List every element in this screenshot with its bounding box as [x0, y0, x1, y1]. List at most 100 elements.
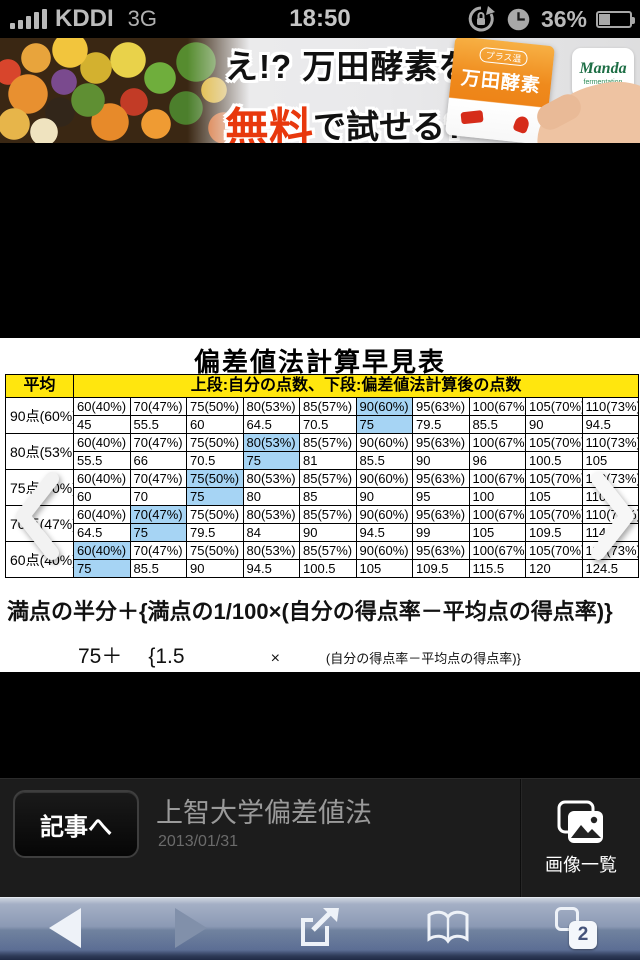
formula-coefficient: {1.5: [148, 645, 185, 668]
converted-value-cell: 100: [468, 487, 526, 506]
converted-value-cell: 85.5: [355, 451, 413, 470]
score-cell: 95(63%): [412, 433, 470, 452]
share-icon: [301, 908, 339, 946]
converted-value-cell: 45: [73, 415, 131, 434]
forward-arrow-icon: [175, 908, 207, 948]
score-cell: 105(70%): [525, 433, 583, 452]
score-cell: 100(67%): [468, 469, 526, 488]
score-cell: 80(53%): [242, 541, 300, 560]
image-list-button[interactable]: 画像一覧: [522, 779, 640, 898]
share-button[interactable]: [296, 904, 344, 952]
score-cell: 95(63%): [412, 541, 470, 560]
score-cell: 90(60%): [355, 433, 413, 452]
average-label-cell: 80点(53%: [5, 433, 74, 470]
score-cell: 90(60%): [355, 397, 413, 416]
converted-value-cell: 79.5: [186, 523, 244, 542]
score-cell: 100(67%): [468, 505, 526, 524]
score-cell: 60(40%): [73, 433, 131, 452]
score-cell: 60(40%): [73, 541, 131, 560]
converted-value-cell: 85.5: [468, 415, 526, 434]
converted-value-cell: 85: [299, 487, 357, 506]
score-table: 平均 上段:自分の点数、下段:偏差値法計算後の点数 90点(60%) 60(40%…: [5, 374, 640, 578]
page-count-badge: 2: [569, 921, 597, 949]
battery-icon: [596, 10, 635, 28]
table-description-cell: 上段:自分の点数、下段:偏差値法計算後の点数: [72, 374, 640, 398]
clock-label: 18:50: [289, 5, 351, 32]
converted-value-cell: 75: [355, 415, 413, 434]
converted-value-cell: 84: [242, 523, 300, 542]
converted-value-cell: 90: [412, 451, 470, 470]
score-row: 75点(50%) 60(40%) 70(47%) 75(50%) 80(53%) 85(5…: [5, 469, 640, 506]
score-cell: 75(50%): [186, 505, 244, 524]
score-row: 60点(40%) 60(40%) 70(47%) 75(50%) 80(53%) 85(5…: [5, 541, 640, 578]
converted-value-cell: 109.5: [525, 523, 583, 542]
next-image-arrow[interactable]: [584, 470, 640, 562]
formula-times: ×: [270, 650, 280, 667]
bookmarks-button[interactable]: [424, 904, 472, 952]
divider: [520, 779, 522, 897]
score-cell: 70(47%): [129, 541, 187, 560]
forward-button[interactable]: [168, 904, 216, 952]
score-cell: 105(70%): [525, 469, 583, 488]
previous-image-arrow[interactable]: [8, 470, 66, 562]
converted-value-cell: 105: [355, 559, 413, 578]
score-cell: 80(53%): [242, 433, 300, 452]
average-label-cell: 90点(60%): [5, 397, 74, 434]
converted-value-cell: 80: [242, 487, 300, 506]
image-letterbox-top: [0, 143, 640, 338]
score-cell: 70(47%): [129, 433, 187, 452]
score-cell: 100(67%): [468, 397, 526, 416]
converted-value-cell: 75: [129, 523, 187, 542]
ad-copy: え!? 万田酵素を 無料で試せる?: [225, 40, 471, 143]
converted-value-cell: 85.5: [129, 559, 187, 578]
score-cell: 85(57%): [299, 541, 357, 560]
converted-value-cell: 66: [129, 451, 187, 470]
converted-value-cell: 90: [186, 559, 244, 578]
carrier-label: KDDI: [55, 5, 114, 32]
value-row: 75 85.5 90 94.5 100.5 105 109.5 115.5 120 124.5: [6, 559, 640, 578]
converted-value-cell: 115.5: [468, 559, 526, 578]
score-cell: 95(63%): [412, 397, 470, 416]
converted-value-cell: 96: [468, 451, 526, 470]
converted-value-cell: 94.5: [242, 559, 300, 578]
fruits-vegetables-image: [0, 38, 250, 143]
converted-value-cell: 64.5: [242, 415, 300, 434]
article-title: 上智大学偏差値法: [156, 798, 372, 828]
converted-value-cell: 105: [581, 451, 640, 470]
score-cell: 85(57%): [299, 469, 357, 488]
converted-value-cell: 70.5: [299, 415, 357, 434]
battery-percent-label: 36%: [540, 5, 587, 32]
score-cell: 95(63%): [412, 505, 470, 524]
back-button[interactable]: [40, 904, 88, 952]
converted-value-cell: 60: [73, 487, 131, 506]
average-header-cell: 平均: [5, 374, 74, 398]
score-cell: 75(50%): [186, 469, 244, 488]
score-row: 80点(53% 60(40%) 70(47%) 75(50%) 80(53%) 85(57…: [5, 433, 640, 470]
converted-value-cell: 75: [73, 559, 131, 578]
score-cell: 80(53%): [242, 469, 300, 488]
to-article-button[interactable]: 記事へ: [13, 790, 139, 858]
converted-value-cell: 64.5: [73, 523, 131, 542]
score-cell: 95(63%): [412, 469, 470, 488]
alarm-clock-icon: [507, 8, 530, 30]
score-cell: 75(50%): [186, 397, 244, 416]
converted-value-cell: 75: [242, 451, 300, 470]
ad-banner[interactable]: え!? 万田酵素を 無料で試せる? プラス温 万田酵素 Manda fermen…: [0, 38, 640, 143]
score-cell: 60(40%): [73, 469, 131, 488]
score-cell: 80(53%): [242, 505, 300, 524]
converted-value-cell: 70.5: [186, 451, 244, 470]
page-stack-icon: 2: [555, 907, 597, 949]
ad-free-highlight: 無料: [225, 105, 313, 143]
formula-text: 満点の半分＋{満点の1/100×(自分の得点率－平均点の得点率)}: [7, 599, 613, 624]
pages-button[interactable]: 2: [552, 904, 600, 952]
image-letterbox-bottom: [0, 672, 640, 778]
converted-value-cell: 124.5: [581, 559, 640, 578]
converted-value-cell: 81: [299, 451, 357, 470]
formula-base: 75＋: [78, 645, 123, 668]
value-row: 64.5 75 79.5 84 90 94.5 99 105 109.5 114: [6, 523, 640, 542]
converted-value-cell: 70: [129, 487, 187, 506]
converted-value-cell: 95: [412, 487, 470, 506]
signal-strength-icon: [10, 9, 47, 29]
converted-value-cell: 55.5: [73, 451, 131, 470]
